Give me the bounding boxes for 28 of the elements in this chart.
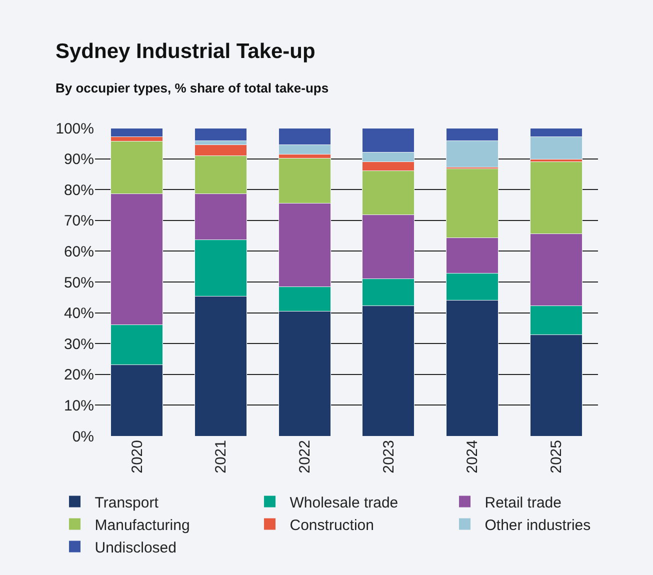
legend-label: Manufacturing <box>94 516 190 534</box>
legend-label: Wholesale trade <box>290 494 398 512</box>
y-tick-label: 90% <box>64 151 94 168</box>
y-tick-label: 20% <box>64 366 94 384</box>
chart-subtitle: By occupier types, % share of total take-ups <box>56 80 329 96</box>
y-tick-label: 10% <box>64 397 94 414</box>
y-tick-label: 70% <box>64 212 94 230</box>
legend-label: Construction <box>290 516 374 534</box>
x-tick-label: 2023 <box>380 440 398 474</box>
bar <box>110 128 164 138</box>
legend-label: Other industries <box>484 516 591 534</box>
legend-label: Transport <box>94 494 160 512</box>
x-tick-label: 2022 <box>296 440 314 474</box>
x-tick-label: 2025 <box>548 440 565 474</box>
y-tick-label: 0% <box>72 428 94 446</box>
x-tick-label: 2021 <box>212 440 230 474</box>
y-tick-label: 100% <box>56 120 94 138</box>
y-tick-label: 80% <box>64 182 94 199</box>
y-tick-label: 50% <box>64 274 94 292</box>
x-tick-label: 2020 <box>128 440 146 474</box>
chart-title: Sydney Industrial Take-up <box>56 40 316 63</box>
legend-label: Retail trade <box>484 494 562 512</box>
x-tick-label: 2024 <box>464 440 482 474</box>
bar <box>194 128 247 141</box>
legend-label: Undisclosed <box>94 539 176 556</box>
y-tick-label: 40% <box>64 305 94 322</box>
y-tick-label: 30% <box>64 336 94 353</box>
y-tick-label: 60% <box>64 243 94 260</box>
